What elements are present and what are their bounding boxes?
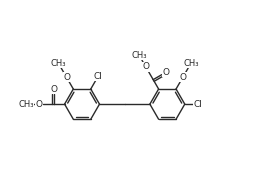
Text: O: O xyxy=(35,100,43,109)
Text: Cl: Cl xyxy=(194,100,203,109)
Text: O: O xyxy=(63,73,70,82)
Text: O: O xyxy=(142,62,149,71)
Text: O: O xyxy=(50,85,57,94)
Text: Cl: Cl xyxy=(93,72,102,81)
Text: CH₃: CH₃ xyxy=(183,59,199,68)
Text: O: O xyxy=(162,68,169,77)
Text: O: O xyxy=(179,73,186,82)
Text: CH₃: CH₃ xyxy=(132,51,147,60)
Text: CH₃: CH₃ xyxy=(18,100,34,109)
Text: CH₃: CH₃ xyxy=(51,59,66,68)
